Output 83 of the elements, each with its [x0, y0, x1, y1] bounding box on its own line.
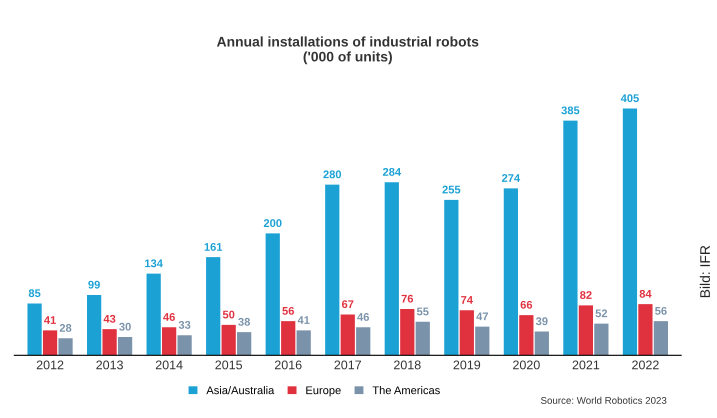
legend-label: The Americas	[372, 386, 440, 394]
data-label: 30	[119, 322, 131, 331]
x-tick-label: 2016	[274, 360, 302, 370]
data-label: 50	[222, 310, 234, 318]
bar	[400, 308, 414, 356]
bar	[42, 330, 58, 356]
bar	[296, 330, 311, 356]
x-tick-label: 2022	[632, 360, 659, 370]
bar	[27, 304, 42, 356]
data-label: 52	[596, 309, 608, 318]
data-label: 74	[461, 296, 473, 304]
x-tick-label: 2019	[454, 360, 480, 370]
bar	[281, 321, 296, 356]
bar	[162, 327, 176, 356]
data-label: 41	[44, 316, 56, 324]
data-label: 274	[502, 174, 520, 182]
data-label: 39	[536, 317, 548, 326]
bar	[519, 315, 534, 356]
data-label: 76	[402, 294, 414, 303]
bar	[325, 184, 340, 356]
source-note: Source: World Robotics 2023	[540, 396, 666, 404]
data-label: 38	[238, 318, 250, 326]
bar	[87, 294, 102, 356]
bar	[118, 337, 132, 356]
data-label: 56	[655, 306, 667, 315]
data-label: 28	[60, 324, 72, 332]
bar	[356, 327, 370, 356]
legend-label: Asia/Australia	[206, 386, 274, 394]
chart-title: Annual installations of industrial robots ('000 of units)	[216, 36, 478, 64]
bar	[444, 200, 458, 356]
data-label: 200	[264, 219, 282, 228]
data-label: 46	[357, 313, 370, 321]
data-label: 405	[620, 94, 639, 102]
data-label: 47	[476, 312, 488, 320]
x-tick-label: 2017	[334, 360, 362, 370]
bar	[222, 324, 236, 356]
bar	[146, 274, 161, 356]
data-label: 41	[298, 316, 310, 324]
text: Bild: IFR	[700, 246, 710, 298]
bar	[638, 304, 653, 356]
bar	[622, 108, 638, 356]
x-tick-label: 2015	[215, 360, 242, 370]
data-label: 66	[520, 300, 532, 309]
bar	[594, 324, 608, 356]
bar	[102, 329, 117, 356]
data-label: 385	[561, 106, 580, 114]
bar	[578, 305, 594, 356]
data-label: 284	[382, 168, 402, 176]
bar	[237, 332, 252, 356]
x-tick-label: 2014	[156, 360, 183, 370]
x-tick-label: 2012	[36, 360, 64, 370]
data-label: 280	[323, 170, 342, 178]
x-tick-label: 2018	[394, 360, 421, 370]
bar	[340, 314, 355, 356]
legend-label: Europe	[306, 386, 341, 396]
data-label: 55	[416, 308, 429, 316]
data-label: 33	[178, 320, 190, 329]
bar	[534, 332, 549, 356]
bar	[504, 188, 518, 356]
data-label: 161	[204, 242, 222, 251]
bar	[206, 257, 220, 356]
bar	[460, 310, 474, 356]
data-label: 99	[88, 280, 100, 289]
bar	[58, 338, 73, 356]
data-label: 56	[282, 306, 294, 315]
bar	[266, 233, 280, 356]
data-label: 43	[104, 314, 116, 323]
data-label: 255	[442, 186, 460, 194]
bar	[654, 321, 668, 356]
data-label: 82	[580, 291, 592, 299]
x-tick-label: 2021	[572, 360, 600, 370]
data-label: 46	[163, 313, 175, 321]
bar	[177, 335, 192, 356]
bar	[384, 182, 399, 356]
x-tick-label: 2013	[96, 360, 123, 370]
bar	[475, 326, 490, 356]
data-label: 134	[145, 259, 163, 268]
data-label: 67	[342, 300, 354, 308]
bar	[563, 120, 578, 356]
data-label: 84	[640, 290, 652, 298]
bar	[416, 322, 430, 356]
data-label: 85	[28, 289, 40, 298]
x-tick-label: 2020	[513, 360, 540, 370]
